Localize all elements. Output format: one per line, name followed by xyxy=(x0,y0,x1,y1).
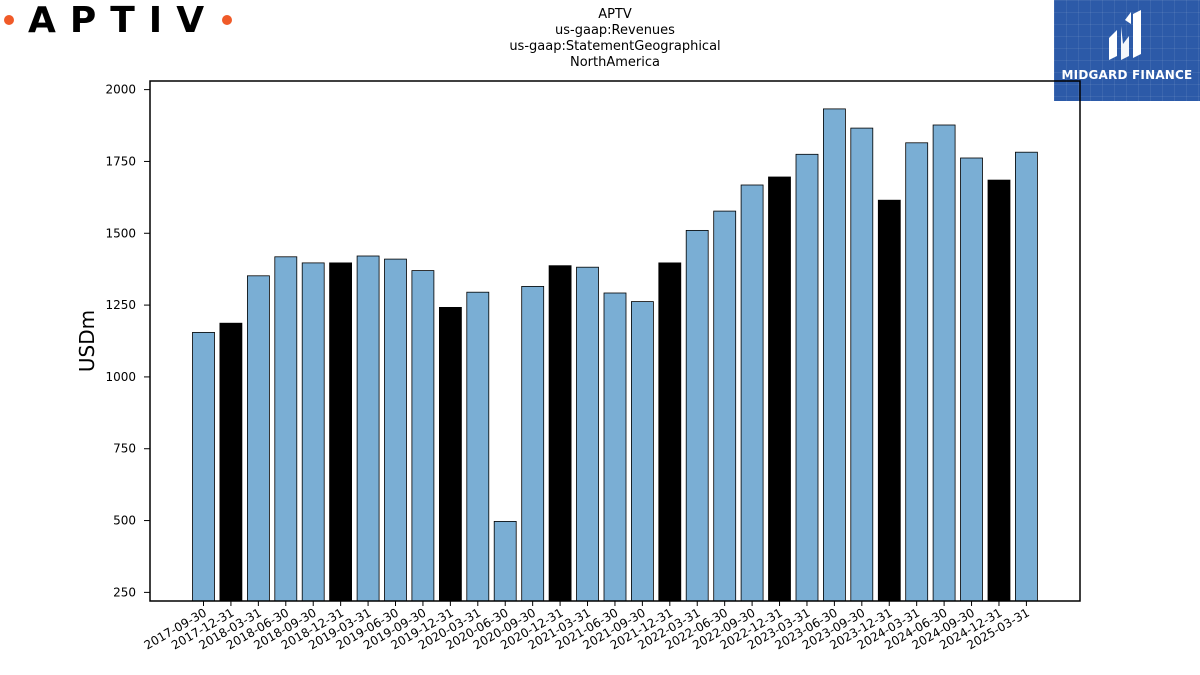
bar-2022-06-30 xyxy=(713,210,737,602)
bar-2019-12-31 xyxy=(438,306,462,602)
bar-2022-12-31 xyxy=(768,176,791,602)
bar-2024-12-31 xyxy=(987,179,1011,602)
badge-label: MIDGARD FINANCE xyxy=(1061,68,1193,82)
y-tick-label: 500 xyxy=(113,514,136,528)
y-tick-label: 2000 xyxy=(105,83,136,97)
y-axis: 250 500 750 1000 1250 1500 1750 2000 xyxy=(105,83,150,599)
y-tick-label: 1500 xyxy=(105,226,136,240)
bar-2018-09-30 xyxy=(301,262,325,602)
plot-frame xyxy=(149,80,1081,602)
y-tick-label: 1250 xyxy=(105,298,136,312)
aptiv-logo: APTIV xyxy=(4,0,233,41)
y-tick-label: 1000 xyxy=(105,370,136,384)
bar-2024-09-30 xyxy=(960,157,983,602)
bar-2020-09-30 xyxy=(521,285,545,602)
logo-dot-left xyxy=(4,15,14,25)
logo-dot-right xyxy=(222,15,233,25)
y-tick-label: 250 xyxy=(113,585,136,599)
y-tick-label: 750 xyxy=(113,442,136,456)
bar-2021-12-31 xyxy=(658,262,682,602)
y-axis-label: USDm xyxy=(75,310,99,372)
bar-2024-03-31 xyxy=(905,142,929,602)
bar-2022-09-30 xyxy=(740,184,764,602)
bar-2018-03-31 xyxy=(246,275,270,602)
bar-2019-09-30 xyxy=(411,270,435,602)
bars-group xyxy=(192,108,1038,602)
bar-2020-03-31 xyxy=(466,291,490,602)
chart-title-line-1: APTV xyxy=(598,7,632,22)
midgard-logo-icon xyxy=(1109,10,1141,60)
bar-2023-09-30 xyxy=(850,127,874,602)
bar-2020-06-30 xyxy=(493,521,517,602)
bar-2024-06-30 xyxy=(932,124,956,602)
chart-title-line-2: us-gaap:Revenues xyxy=(555,23,675,38)
bar-2023-12-31 xyxy=(877,199,901,602)
bar-2017-09-30 xyxy=(192,331,215,602)
bar-2023-06-30 xyxy=(823,108,846,602)
bar-2018-12-31 xyxy=(329,262,353,602)
bar-2017-12-31 xyxy=(219,322,243,602)
chart-title: APTV us-gaap:Revenues us-gaap:StatementG… xyxy=(465,7,765,71)
logo-text: APTIV xyxy=(28,0,219,41)
bar-2019-03-31 xyxy=(356,255,380,602)
bar-2018-06-30 xyxy=(274,256,298,602)
bar-2022-03-31 xyxy=(685,229,709,602)
chart-title-line-3: us-gaap:StatementGeographical xyxy=(509,39,721,54)
bar-2021-06-30 xyxy=(603,292,627,602)
chart-title-line-4: NorthAmerica xyxy=(570,55,660,70)
bar-2021-03-31 xyxy=(576,266,599,602)
bar-2025-03-31 xyxy=(1015,151,1038,602)
bar-2021-09-30 xyxy=(631,301,654,602)
bar-2019-06-30 xyxy=(384,258,407,602)
bar-2023-03-31 xyxy=(795,153,819,602)
midgard-finance-badge: MIDGARD FINANCE xyxy=(1054,0,1200,101)
x-axis: 2017-09-302017-12-312018-03-312018-06-30… xyxy=(142,601,1032,652)
y-tick-label: 1750 xyxy=(105,154,136,168)
bar-2020-12-31 xyxy=(548,265,572,602)
